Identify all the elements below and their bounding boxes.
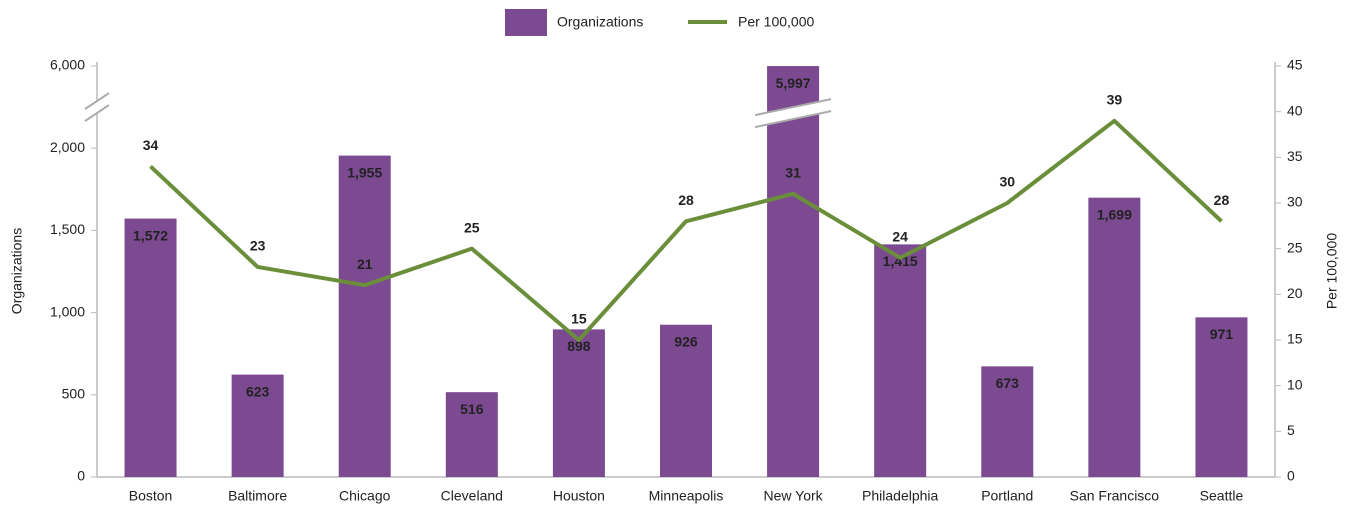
x-tick-label: Baltimore xyxy=(228,488,287,504)
y2-tick-label: 45 xyxy=(1287,57,1303,73)
x-tick-label: Portland xyxy=(981,488,1033,504)
bar xyxy=(338,155,391,477)
x-tick-label: Minneapolis xyxy=(649,488,724,504)
bar-value-label: 898 xyxy=(567,338,591,354)
bar-value-label: 1,415 xyxy=(883,253,918,269)
legend-label: Organizations xyxy=(557,14,643,30)
bar xyxy=(874,244,927,477)
line-value-label: 23 xyxy=(250,238,266,254)
line-value-label: 28 xyxy=(1214,192,1230,208)
bar-value-label: 516 xyxy=(460,401,484,417)
bar-value-label: 1,699 xyxy=(1097,206,1132,222)
y-tick-label: 0 xyxy=(77,468,85,484)
bar xyxy=(1088,197,1141,478)
line xyxy=(149,118,1223,342)
bar-value-label: 926 xyxy=(674,333,698,349)
axis-break xyxy=(84,92,110,122)
y-tick-label: 6,000 xyxy=(50,57,85,73)
axis-break xyxy=(754,98,832,129)
y2-axis-title: Per 100,000 xyxy=(1324,233,1340,309)
bar xyxy=(981,366,1034,477)
bar xyxy=(1195,317,1248,477)
x-tick-label: New York xyxy=(764,488,824,504)
y-tick-label: 2,000 xyxy=(50,139,85,155)
legend-swatch xyxy=(505,9,547,36)
y2-tick-label: 10 xyxy=(1287,376,1303,392)
bar-value-label: 5,997 xyxy=(776,75,811,91)
bar-value-label: 1,955 xyxy=(347,164,382,180)
y2-tick-label: 20 xyxy=(1287,285,1303,301)
y2-tick-label: 5 xyxy=(1287,422,1295,438)
y-tick-label: 1,500 xyxy=(50,221,85,237)
axis-break xyxy=(755,99,832,128)
line-value-label: 34 xyxy=(143,137,159,153)
y2-tick-label: 35 xyxy=(1287,148,1303,164)
line-value-label: 31 xyxy=(785,165,801,181)
line-value-label: 25 xyxy=(464,219,480,235)
bar xyxy=(660,324,712,477)
y2-tick-label: 15 xyxy=(1287,331,1303,347)
legend-label: Per 100,000 xyxy=(738,14,814,30)
y2-tick-label: 25 xyxy=(1287,239,1303,255)
x-tick-label: Chicago xyxy=(339,488,391,504)
bar xyxy=(767,66,820,478)
y-tick-label: 1,000 xyxy=(50,303,85,319)
line-value-label: 30 xyxy=(999,174,1015,190)
bar-value-label: 673 xyxy=(996,375,1020,391)
y2-tick-label: 30 xyxy=(1287,194,1303,210)
bar xyxy=(231,374,284,477)
line-value-label: 24 xyxy=(892,229,908,245)
bar xyxy=(124,218,177,477)
x-tick-label: Seattle xyxy=(1200,488,1244,504)
bar-value-label: 623 xyxy=(246,383,270,399)
y-tick-label: 500 xyxy=(62,386,86,402)
line-value-label: 28 xyxy=(678,192,694,208)
bar xyxy=(552,329,605,477)
bar xyxy=(445,392,498,477)
line-value-label: 15 xyxy=(571,311,587,327)
x-tick-label: Houston xyxy=(553,488,605,504)
y2-tick-label: 0 xyxy=(1287,468,1295,484)
y-axis-title: Organizations xyxy=(9,228,25,314)
x-tick-label: Philadelphia xyxy=(862,488,938,504)
y2-tick-label: 40 xyxy=(1287,102,1303,118)
bar-value-label: 971 xyxy=(1210,326,1234,342)
x-tick-label: San Francisco xyxy=(1070,488,1160,504)
line-value-label: 21 xyxy=(357,256,373,272)
bar-value-label: 1,572 xyxy=(133,227,168,243)
axis-break xyxy=(85,93,109,122)
line-value-label: 39 xyxy=(1107,92,1123,108)
x-tick-label: Cleveland xyxy=(441,488,503,504)
x-tick-label: Boston xyxy=(129,488,173,504)
